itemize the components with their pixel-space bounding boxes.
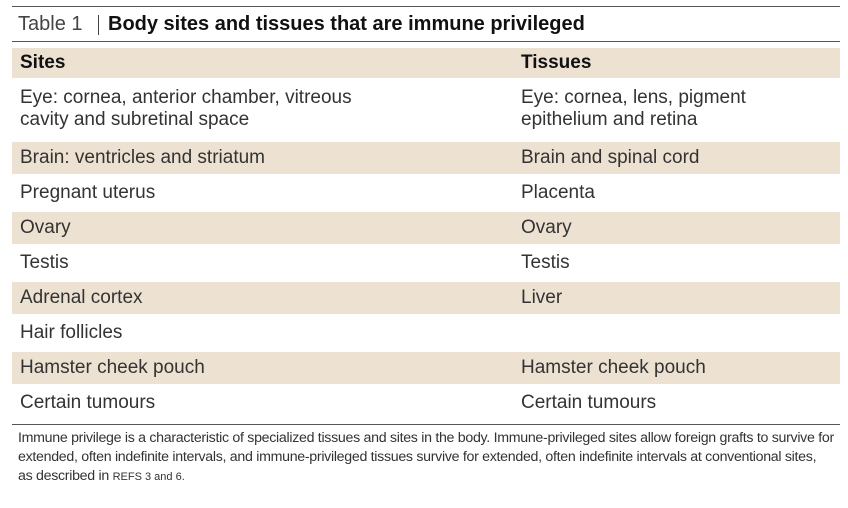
table-figure: Table 1 Body sites and tissues that are … xyxy=(12,0,840,508)
table-cell: Certain tumours xyxy=(521,392,657,413)
footnote: Immune privilege is a characteristic of … xyxy=(18,429,834,487)
table-row: Sites Tissues xyxy=(12,48,840,78)
table-cell: Eye: cornea, anterior chamber, vitreous … xyxy=(20,87,352,130)
table-cell: Ovary xyxy=(20,217,71,238)
footnote-refs: REFS 3 and 6. xyxy=(112,471,185,483)
divider xyxy=(12,424,840,425)
table-row: Hamster cheek pouch Hamster cheek pouch xyxy=(12,352,840,384)
table-label: Table 1 xyxy=(18,13,83,35)
table-row: Eye: cornea, anterior chamber, vitreous … xyxy=(12,81,840,139)
table-cell: Hair follicles xyxy=(20,322,123,343)
table-cell: Certain tumours xyxy=(20,392,156,413)
table-cell: Brain: ventricles and striatum xyxy=(20,147,265,168)
table-cell: Eye: cornea, lens, pigment epithelium an… xyxy=(521,87,746,130)
table-row: Ovary Ovary xyxy=(12,212,840,244)
table-row: Certain tumours Certain tumours xyxy=(12,387,840,419)
table-cell: Hamster cheek pouch xyxy=(20,357,205,378)
table-cell: Brain and spinal cord xyxy=(521,147,700,168)
table-row: Brain: ventricles and striatum Brain and … xyxy=(12,142,840,174)
table-row: Hair follicles xyxy=(12,317,840,349)
footnote-text: Immune privilege is a characteristic of … xyxy=(18,430,834,484)
table-cell: Sites xyxy=(20,52,66,73)
table-cell: Pregnant uterus xyxy=(20,182,156,203)
table-cell: Adrenal cortex xyxy=(20,287,143,308)
title-bar: Table 1 Body sites and tissues that are … xyxy=(12,6,840,42)
table-title: Body sites and tissues that are immune p… xyxy=(108,13,585,35)
table: Sites Tissues Eye: cornea, anterior chambe… xyxy=(12,48,840,422)
table-cell: Testis xyxy=(521,252,570,273)
table-row: Testis Testis xyxy=(12,247,840,279)
table-cell: Tissues xyxy=(521,52,592,73)
table-cell: Hamster cheek pouch xyxy=(521,357,706,378)
table-cell: Placenta xyxy=(521,182,595,203)
table-row: Pregnant uterus Placenta xyxy=(12,177,840,209)
table-cell: Liver xyxy=(521,287,563,308)
table-cell: Ovary xyxy=(521,217,572,238)
separator xyxy=(98,15,99,35)
table-cell: Testis xyxy=(20,252,69,273)
table-row: Adrenal cortex Liver xyxy=(12,282,840,314)
